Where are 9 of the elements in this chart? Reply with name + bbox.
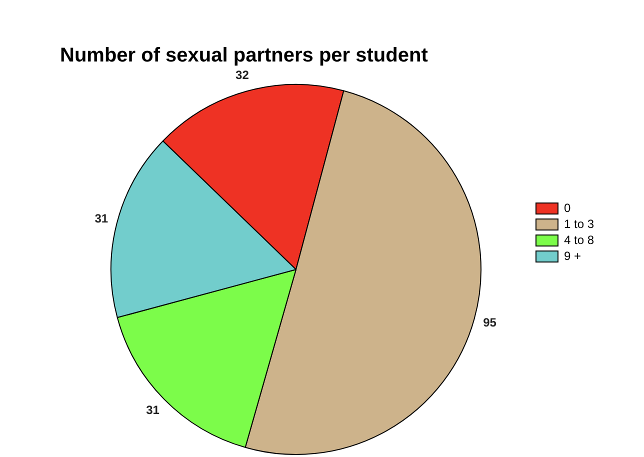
chart-title: Number of sexual partners per student — [60, 44, 428, 67]
legend-label: 0 — [564, 200, 571, 215]
legend-label: 1 to 3 — [564, 216, 594, 231]
legend-label: 4 to 8 — [564, 232, 594, 247]
data-label: 32 — [236, 68, 250, 82]
data-label: 31 — [146, 402, 160, 417]
data-label: 95 — [483, 315, 497, 330]
data-label: 31 — [94, 212, 108, 226]
legend-label: 9 + — [564, 248, 581, 263]
